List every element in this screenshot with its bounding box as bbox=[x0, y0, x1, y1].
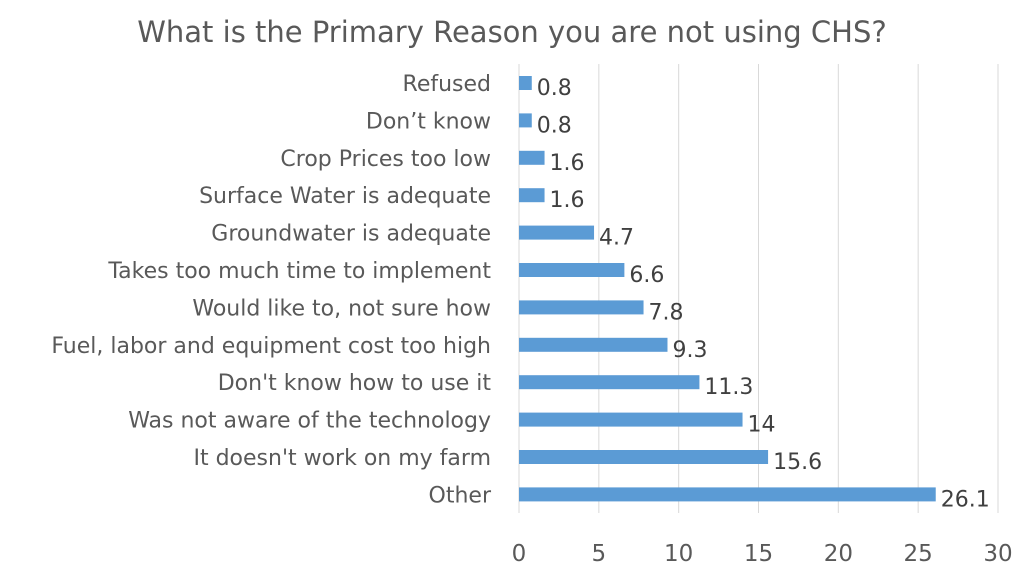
data-label: 6.6 bbox=[629, 263, 664, 288]
x-tick-label: 5 bbox=[592, 541, 607, 567]
data-label: 0.8 bbox=[537, 76, 572, 101]
category-label: Crop Prices too low bbox=[280, 147, 491, 172]
category-label: Would like to, not sure how bbox=[192, 296, 491, 321]
category-label: It doesn't work on my farm bbox=[193, 446, 491, 471]
bar bbox=[519, 337, 668, 352]
x-tick-label: 20 bbox=[824, 541, 853, 567]
data-label: 11.3 bbox=[704, 375, 753, 400]
bar bbox=[519, 150, 545, 165]
category-label: Takes too much time to implement bbox=[107, 259, 491, 284]
category-label: Was not aware of the technology bbox=[128, 409, 491, 434]
category-label: Don't know how to use it bbox=[218, 371, 492, 396]
x-tick-label: 0 bbox=[512, 541, 527, 567]
bar bbox=[519, 113, 532, 128]
category-label: Groundwater is adequate bbox=[211, 222, 491, 247]
bar bbox=[519, 487, 936, 502]
x-tick-label: 30 bbox=[983, 541, 1012, 567]
data-label: 4.7 bbox=[599, 226, 634, 251]
data-label: 1.6 bbox=[550, 151, 585, 176]
x-tick-label: 25 bbox=[904, 541, 933, 567]
x-tick-label: 10 bbox=[664, 541, 693, 567]
data-label: 14 bbox=[748, 413, 776, 438]
chart-title: What is the Primary Reason you are not u… bbox=[137, 15, 887, 49]
bar bbox=[519, 188, 545, 203]
bar bbox=[519, 300, 644, 315]
bar bbox=[519, 412, 743, 427]
bar bbox=[519, 225, 595, 240]
bar bbox=[519, 375, 700, 390]
bar bbox=[519, 263, 625, 277]
category-label: Don’t know bbox=[366, 109, 491, 134]
data-label: 26.1 bbox=[941, 487, 990, 512]
category-label: Other bbox=[429, 483, 492, 508]
data-label: 7.8 bbox=[649, 300, 684, 325]
category-label: Surface Water is adequate bbox=[199, 184, 491, 209]
data-label: 9.3 bbox=[672, 338, 707, 363]
x-tick-label: 15 bbox=[744, 541, 773, 567]
category-label: Fuel, labor and equipment cost too high bbox=[51, 334, 491, 359]
bar bbox=[519, 450, 769, 464]
data-label: 15.6 bbox=[773, 450, 822, 475]
bar bbox=[519, 76, 532, 90]
data-label: 0.8 bbox=[537, 113, 572, 138]
category-label: Refused bbox=[403, 72, 491, 97]
data-label: 1.6 bbox=[550, 188, 585, 213]
